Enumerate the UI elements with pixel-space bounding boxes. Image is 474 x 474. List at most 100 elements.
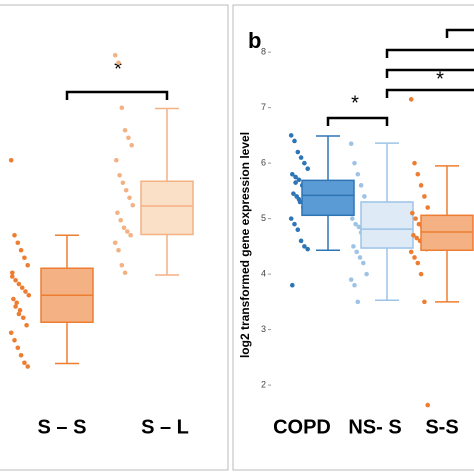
data-point — [25, 262, 31, 268]
y-tick-label: 5 — [261, 213, 266, 223]
data-point — [350, 216, 355, 221]
data-point — [11, 296, 16, 302]
y-tick-label: 2 — [261, 379, 266, 389]
annotation: * — [436, 68, 444, 90]
data-point — [414, 235, 420, 241]
data-point — [127, 195, 132, 201]
y-tick-label: 7 — [261, 102, 266, 112]
data-point — [21, 315, 26, 321]
x-tick-label: S – L — [141, 416, 189, 438]
data-point — [422, 299, 427, 305]
data-point — [354, 249, 360, 255]
significance-bracket — [385, 68, 474, 78]
data-point — [15, 240, 21, 246]
x-tick-label: S-S — [425, 416, 458, 438]
data-point — [298, 238, 304, 244]
data-point — [123, 187, 129, 193]
data-point — [298, 155, 304, 160]
data-point — [292, 138, 297, 144]
data-point — [25, 364, 31, 369]
data-point — [13, 277, 18, 283]
data-point — [129, 142, 134, 148]
data-point — [358, 183, 364, 188]
data-point — [292, 221, 297, 227]
data-point — [356, 224, 362, 230]
data-point — [288, 216, 294, 221]
x-tick-label: COPD — [273, 416, 331, 438]
data-point — [302, 244, 307, 249]
data-point — [357, 255, 363, 260]
data-point — [422, 194, 427, 199]
data-point — [348, 141, 354, 147]
data-point — [8, 157, 14, 163]
data-point — [416, 221, 422, 227]
data-point — [126, 135, 131, 141]
data-point — [364, 271, 369, 277]
x-tick-label: NS- S — [348, 416, 401, 438]
data-point — [353, 221, 358, 227]
data-point — [362, 194, 367, 199]
data-point — [351, 244, 356, 249]
data-point — [293, 174, 298, 180]
data-point — [119, 262, 125, 268]
data-point — [118, 217, 123, 223]
significance-bracket — [445, 28, 474, 38]
data-point — [413, 216, 418, 221]
data-point — [348, 277, 354, 282]
data-point — [305, 246, 311, 252]
data-point — [408, 97, 414, 102]
data-point — [288, 133, 294, 138]
data-point — [296, 196, 302, 202]
data-point — [290, 282, 295, 288]
data-point — [418, 271, 424, 277]
y-tick-label: 8 — [261, 47, 266, 57]
data-point — [128, 232, 133, 238]
data-point — [410, 210, 415, 216]
data-point — [125, 229, 130, 234]
data-point — [408, 249, 414, 255]
data-point — [418, 183, 424, 188]
data-point — [355, 299, 361, 305]
data-point — [411, 232, 416, 238]
y-tick-label: 4 — [261, 268, 266, 278]
box — [360, 201, 414, 249]
data-point — [121, 225, 127, 231]
data-point — [8, 330, 14, 336]
data-point — [122, 127, 128, 133]
x-tick-label: S – S — [38, 416, 87, 438]
data-point — [15, 345, 21, 351]
data-point — [415, 260, 421, 266]
data-point — [22, 360, 27, 366]
data-point — [293, 180, 298, 185]
box — [420, 214, 474, 252]
data-point — [116, 247, 121, 253]
y-tick-label: 3 — [261, 324, 266, 334]
data-point — [291, 191, 296, 196]
significance-bracket — [326, 116, 389, 126]
data-point — [122, 270, 128, 276]
data-point — [425, 402, 431, 408]
data-point — [12, 337, 17, 343]
significance-bracket — [385, 48, 474, 58]
panel-label: b — [248, 28, 261, 53]
panel-a-frame — [0, 4, 229, 471]
data-point — [295, 149, 301, 155]
data-point — [26, 292, 32, 298]
data-point — [14, 300, 19, 306]
data-point — [112, 52, 118, 58]
data-point — [290, 171, 295, 177]
data-point — [305, 166, 311, 171]
data-point — [23, 289, 28, 294]
data-point — [19, 285, 25, 291]
significance-bracket — [65, 90, 169, 100]
data-point — [13, 304, 18, 309]
data-point — [112, 240, 118, 246]
box — [140, 180, 194, 236]
data-point — [352, 282, 357, 288]
data-point — [18, 247, 24, 253]
data-point — [16, 281, 22, 287]
y-tick-label: 6 — [261, 158, 266, 168]
significance-bracket — [385, 88, 474, 98]
data-point — [24, 322, 29, 328]
